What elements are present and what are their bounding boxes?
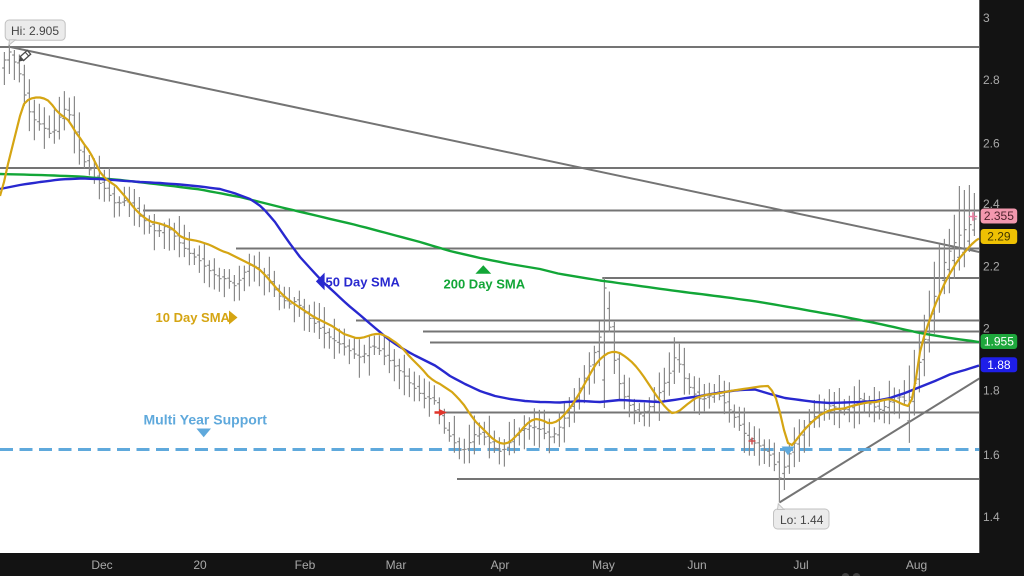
svg-text:2: 2 [983, 322, 990, 336]
svg-text:200 Day SMA: 200 Day SMA [444, 277, 526, 292]
svg-text:Mar: Mar [386, 558, 407, 572]
svg-text:1.4: 1.4 [983, 510, 1000, 524]
svg-text:Lo: 1.44: Lo: 1.44 [780, 513, 824, 527]
svg-text:1.6: 1.6 [983, 448, 1000, 462]
svg-text:10 Day SMA: 10 Day SMA [156, 310, 231, 325]
svg-text:3: 3 [983, 11, 990, 25]
svg-text:50 Day SMA: 50 Day SMA [326, 275, 401, 290]
svg-text:2.355: 2.355 [984, 209, 1014, 223]
svg-text:Jun: Jun [687, 558, 706, 572]
svg-text:2.29: 2.29 [987, 230, 1011, 244]
svg-text:Dec: Dec [91, 558, 112, 572]
svg-text:Hi: 2.905: Hi: 2.905 [11, 24, 59, 38]
svg-text:Jul: Jul [793, 558, 808, 572]
svg-text:20: 20 [193, 558, 207, 572]
svg-text:2.4: 2.4 [983, 197, 1000, 211]
svg-text:Apr: Apr [491, 558, 510, 572]
svg-text:Multi Year Support: Multi Year Support [144, 412, 268, 428]
svg-text:Aug: Aug [906, 558, 927, 572]
svg-text:1.955: 1.955 [984, 335, 1014, 349]
svg-text:2.6: 2.6 [983, 137, 1000, 151]
svg-text:2.8: 2.8 [983, 73, 1000, 87]
svg-text:2.2: 2.2 [983, 260, 1000, 274]
svg-text:1.8: 1.8 [983, 384, 1000, 398]
svg-text:Feb: Feb [295, 558, 316, 572]
svg-text:1.88: 1.88 [987, 358, 1011, 372]
svg-text:May: May [592, 558, 615, 572]
